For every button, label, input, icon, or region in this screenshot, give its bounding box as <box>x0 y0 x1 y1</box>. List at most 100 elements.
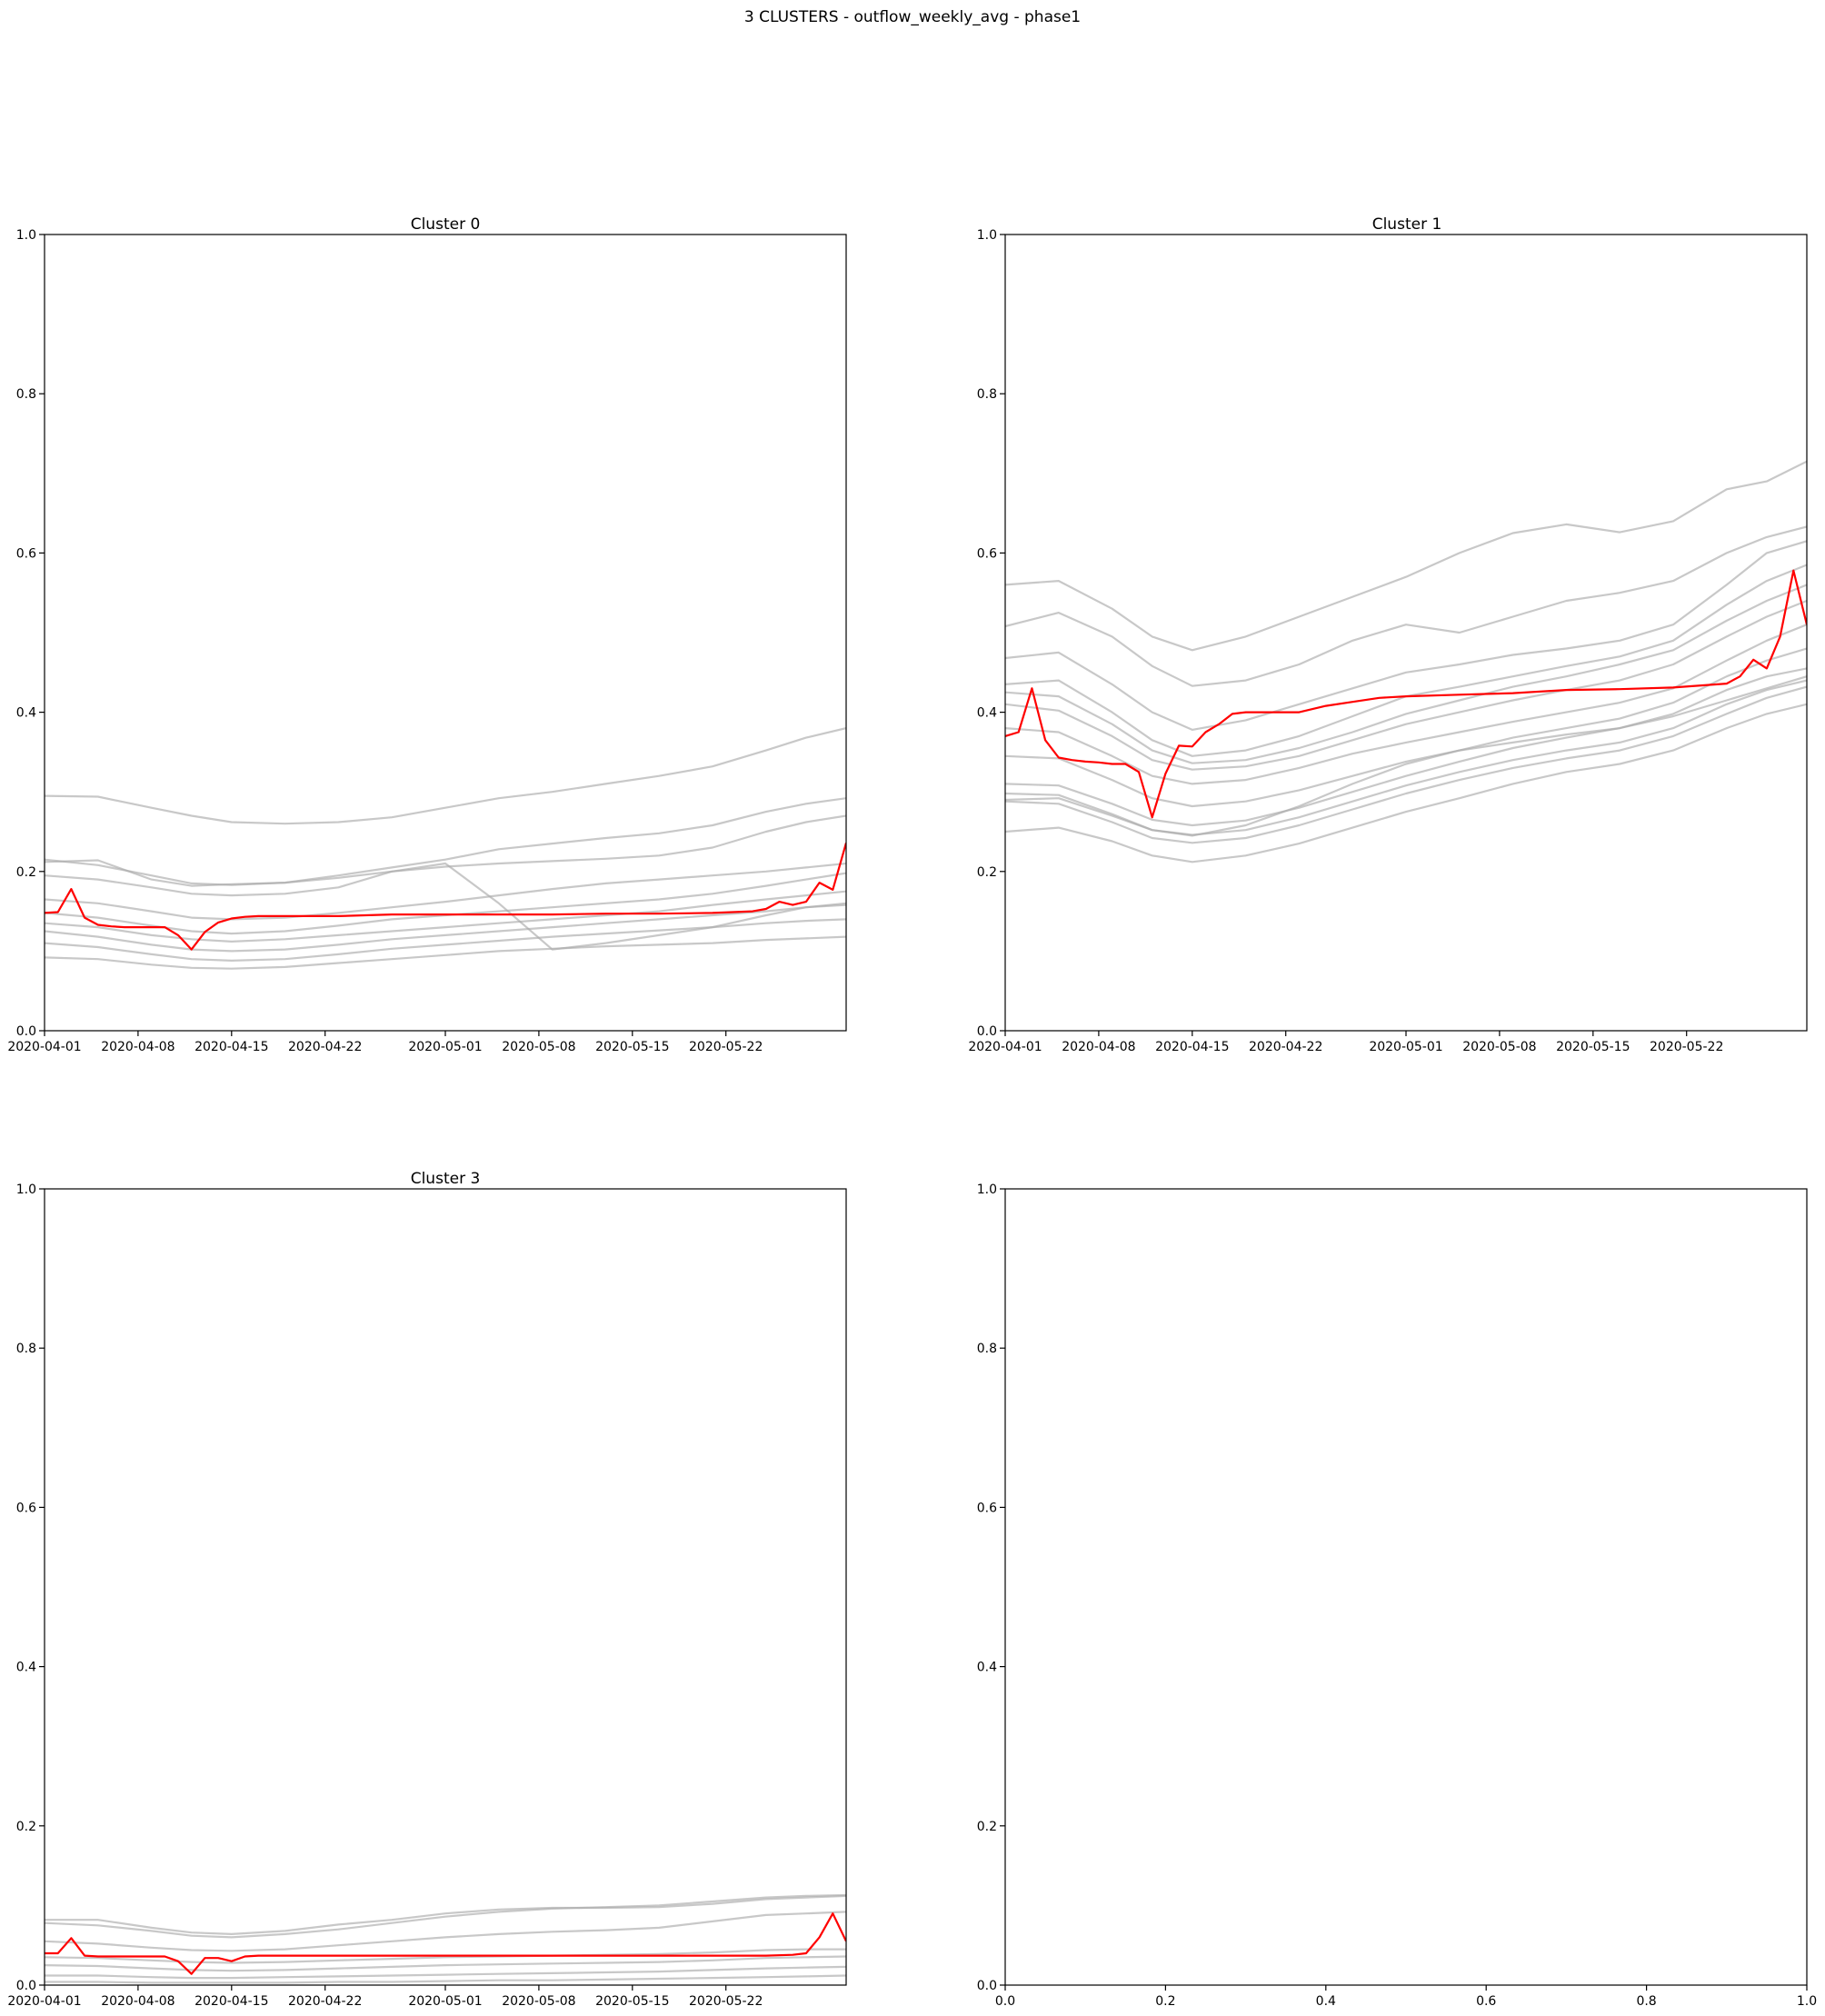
x-tick-label: 2020-04-01 <box>968 1040 1042 1054</box>
x-tick-label: 2020-04-08 <box>101 1994 175 2009</box>
member-series-line <box>45 890 846 943</box>
member-series-line <box>45 918 846 963</box>
y-tick-label: 0.6 <box>977 1501 997 1515</box>
member-series-line <box>45 797 846 887</box>
y-tick-label: 0.2 <box>16 1820 36 1834</box>
x-tick-label: 0.6 <box>1476 1994 1496 2009</box>
y-tick-label: 1.0 <box>16 228 36 243</box>
y-tick-label: 0.8 <box>977 1342 997 1356</box>
member-series-line <box>45 1911 846 1952</box>
plot-area: 0.0 0.2 0.4 0.6 0.8 1.0 2020-04-01 2020-04-08 20… <box>968 228 1808 1054</box>
y-tick-label: 0.0 <box>977 1979 997 1993</box>
y-tick-label: 1.0 <box>977 1183 997 1197</box>
member-series-line <box>45 935 846 970</box>
x-tick-label: 2020-04-15 <box>1155 1040 1229 1054</box>
x-tick-label: 2020-05-01 <box>408 1040 482 1054</box>
member-series-line <box>45 1974 846 1984</box>
y-tick-label: 1.0 <box>16 1183 36 1197</box>
x-tick-label: 0.8 <box>1636 1994 1656 2009</box>
x-tick-label: 2020-05-08 <box>502 1994 575 2009</box>
y-tick-label: 0.0 <box>16 1024 36 1039</box>
plot-area: 0.0 0.2 0.4 0.6 0.8 1.0 2020-04-01 2020-04-08 20… <box>7 1183 847 2009</box>
member-series-line <box>1005 675 1807 837</box>
x-tick-label: 2020-04-15 <box>194 1040 268 1054</box>
figure-title: 3 CLUSTERS - outflow_weekly_avg - phase1 <box>744 8 1081 26</box>
member-series-line <box>1005 564 1807 757</box>
y-tick-label: 0.0 <box>16 1979 36 1993</box>
y-tick-label: 0.2 <box>977 865 997 880</box>
member-series-line <box>1005 685 1807 844</box>
x-tick-label: 0.2 <box>1155 1994 1175 2009</box>
y-tick-label: 0.6 <box>977 546 997 561</box>
member-series-line <box>45 1893 846 1939</box>
member-series-line <box>1005 667 1807 827</box>
y-tick-label: 0.6 <box>16 546 36 561</box>
member-series-line <box>45 862 846 951</box>
x-tick-label: 2020-04-22 <box>1249 1040 1322 1054</box>
axes-frame <box>1004 1188 1808 1986</box>
y-tick-label: 1.0 <box>977 228 997 243</box>
y-tick-label: 0.4 <box>977 1661 997 1675</box>
centroid-line <box>45 1912 846 1975</box>
member-series-line <box>1005 647 1807 808</box>
member-series-line <box>45 727 846 825</box>
panel-title: Cluster 1 <box>1372 215 1442 234</box>
centroid-line <box>45 842 846 951</box>
member-series-line <box>1005 584 1807 764</box>
panel-cluster-1: Cluster 1 0.0 0.2 0.4 0.6 0.8 1.0 2020-04-01 20… <box>968 215 1808 1054</box>
plot-area: 0.0 0.2 0.4 0.6 0.8 1.0 0.0 0.2 0.4 0.6 0.8 1.0 <box>977 1183 1817 2009</box>
x-tick-label: 2020-05-08 <box>502 1040 575 1054</box>
y-tick-label: 0.8 <box>977 387 997 402</box>
member-series-line <box>1005 525 1807 687</box>
y-tick-label: 0.4 <box>977 706 997 721</box>
x-tick-label: 2020-05-08 <box>1462 1040 1536 1054</box>
panel-cluster-3: Cluster 3 0.0 0.2 0.4 0.6 0.8 1.0 2020-04-01 20… <box>7 1170 847 2009</box>
axes-frame <box>44 234 847 1032</box>
panel-cluster-0: Cluster 0 0.0 0.2 0.4 0.6 0.8 1.0 2020-04-01 20… <box>7 215 847 1054</box>
x-tick-label: 0.0 <box>995 1994 1015 2009</box>
member-series-line <box>45 1894 846 1935</box>
member-series-line <box>1005 624 1807 785</box>
member-series-line <box>1005 599 1807 771</box>
y-tick-label: 0.8 <box>16 387 36 402</box>
member-series-line <box>45 1965 846 1980</box>
x-tick-label: 2020-05-22 <box>689 1994 763 2009</box>
plot-area: 0.0 0.2 0.4 0.6 0.8 1.0 2020-04-01 2020-04-08 20… <box>7 228 847 1054</box>
x-tick-label: 2020-05-22 <box>689 1040 763 1054</box>
centroid-line <box>1005 569 1807 819</box>
axes-frame <box>44 1188 847 1986</box>
x-tick-label: 2020-05-01 <box>408 1994 482 2009</box>
x-tick-label: 2020-04-01 <box>7 1994 81 2009</box>
panel-title: Cluster 3 <box>411 1170 481 1188</box>
y-tick-label: 0.4 <box>16 706 36 721</box>
y-tick-label: 0.6 <box>16 1501 36 1515</box>
x-tick-label: 2020-04-08 <box>1062 1040 1135 1054</box>
x-tick-label: 2020-04-08 <box>101 1040 175 1054</box>
y-tick-label: 0.4 <box>16 1661 36 1675</box>
y-tick-label: 0.2 <box>977 1820 997 1834</box>
member-series-line <box>45 814 846 886</box>
x-tick-label: 2020-05-22 <box>1650 1040 1723 1054</box>
member-series-line <box>1005 703 1807 863</box>
member-series-line <box>1005 540 1807 732</box>
x-tick-label: 2020-04-01 <box>7 1040 81 1054</box>
panel-empty: 0.0 0.2 0.4 0.6 0.8 1.0 0.0 0.2 0.4 0.6 0.8 1.0 <box>977 1183 1817 2009</box>
member-series-line <box>45 1955 846 1972</box>
member-series-line <box>1005 460 1807 652</box>
x-tick-label: 2020-04-22 <box>288 1040 362 1054</box>
x-tick-label: 2020-05-01 <box>1369 1040 1442 1054</box>
x-tick-label: 2020-05-15 <box>595 1994 669 2009</box>
x-tick-label: 0.4 <box>1316 1994 1336 2009</box>
x-tick-label: 2020-04-15 <box>194 1994 268 2009</box>
x-tick-label: 1.0 <box>1797 1994 1817 2009</box>
panel-title: Cluster 0 <box>411 215 481 234</box>
x-tick-label: 2020-04-22 <box>288 1994 362 2009</box>
member-series-line <box>45 862 846 921</box>
x-tick-label: 2020-05-15 <box>1556 1040 1630 1054</box>
y-tick-label: 0.0 <box>977 1024 997 1039</box>
y-tick-label: 0.2 <box>16 865 36 880</box>
x-tick-label: 2020-05-15 <box>595 1040 669 1054</box>
member-series-line <box>45 903 846 953</box>
y-tick-label: 0.8 <box>16 1342 36 1356</box>
